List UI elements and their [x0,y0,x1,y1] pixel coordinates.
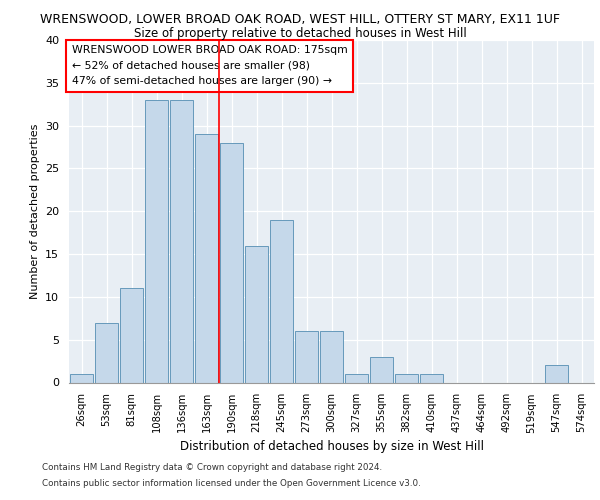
Bar [195,134,218,382]
Bar [545,366,568,382]
Bar [370,357,393,382]
Bar [220,143,243,382]
Text: Contains public sector information licensed under the Open Government Licence v3: Contains public sector information licen… [42,478,421,488]
X-axis label: Distribution of detached houses by size in West Hill: Distribution of detached houses by size … [179,440,484,452]
Text: Contains HM Land Registry data © Crown copyright and database right 2024.: Contains HM Land Registry data © Crown c… [42,464,382,472]
Bar [320,331,343,382]
Text: Size of property relative to detached houses in West Hill: Size of property relative to detached ho… [134,28,466,40]
Bar [170,100,193,382]
Bar [145,100,168,382]
Bar [295,331,318,382]
Text: WRENSWOOD, LOWER BROAD OAK ROAD, WEST HILL, OTTERY ST MARY, EX11 1UF: WRENSWOOD, LOWER BROAD OAK ROAD, WEST HI… [40,12,560,26]
Text: WRENSWOOD LOWER BROAD OAK ROAD: 175sqm
← 52% of detached houses are smaller (98): WRENSWOOD LOWER BROAD OAK ROAD: 175sqm ←… [71,45,347,86]
Y-axis label: Number of detached properties: Number of detached properties [29,124,40,299]
Bar [420,374,443,382]
Bar [345,374,368,382]
Bar [120,288,143,382]
Bar [395,374,418,382]
Bar [95,322,118,382]
Bar [245,246,268,382]
Bar [70,374,93,382]
Bar [270,220,293,382]
